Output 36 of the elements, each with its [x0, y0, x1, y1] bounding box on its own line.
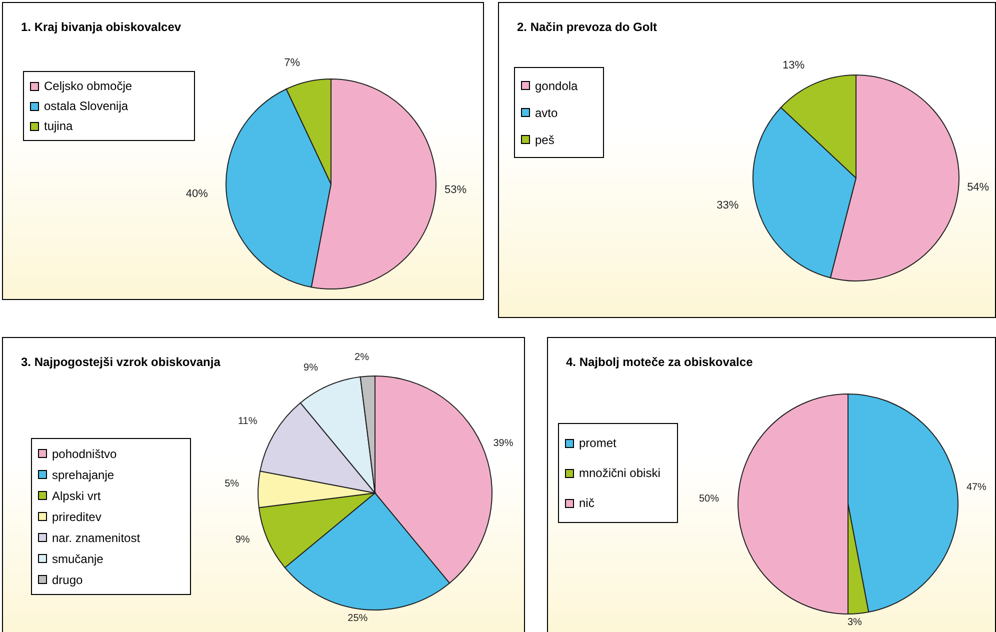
data-label: 54% [967, 182, 990, 194]
legend-label: avto [535, 106, 558, 120]
legend-label: smučanje [52, 552, 104, 566]
legend-label: Alpski vrt [52, 488, 101, 502]
data-label: 11% [238, 416, 258, 427]
legend-label: peš [535, 132, 554, 146]
legend-label: nič [579, 496, 594, 510]
legend-label: gondola [535, 78, 578, 92]
data-label: 33% [716, 200, 739, 212]
data-label: 5% [224, 478, 240, 490]
data-label: 47% [966, 482, 987, 493]
legend-label: tujina [44, 119, 73, 133]
legend-label: promet [579, 436, 616, 450]
legend-label: sprehajanje [52, 468, 114, 482]
legend-label: množični obiski [579, 466, 660, 480]
chart-title: 3. Najpogostejši vzrok obiskovanja [21, 355, 220, 369]
legend-label: drugo [52, 572, 83, 586]
legend-label: nar. znamenitost [52, 530, 140, 544]
data-label: 9% [235, 534, 250, 546]
data-label: 3% [847, 616, 862, 628]
legend-label: ostala Slovenija [44, 99, 128, 113]
legend-label: pohodništvo [52, 446, 117, 460]
legend-label: Celjsko območje [44, 79, 132, 93]
data-label: 25% [348, 612, 368, 624]
data-label: 9% [304, 362, 318, 374]
chart-title: 1. Kraj bivanja obiskovalcev [21, 20, 182, 34]
data-label: 39% [493, 438, 514, 450]
data-label: 7% [284, 56, 300, 69]
data-label: 50% [698, 494, 720, 504]
data-label: 40% [186, 188, 208, 200]
data-label: 2% [354, 352, 370, 363]
data-label: 13% [782, 60, 805, 72]
data-label: 53% [444, 184, 467, 196]
chart-title: 4. Najbolj moteče za obiskovalce [566, 355, 753, 369]
chart-title: 2. Način prevoza do Golt [517, 20, 658, 34]
legend-label: prireditev [52, 510, 102, 524]
